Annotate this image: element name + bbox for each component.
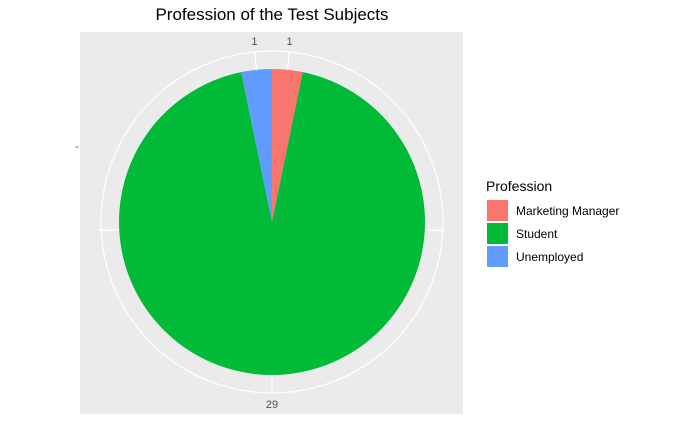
legend-key-student xyxy=(487,223,508,244)
pie-slice-marketing-manager xyxy=(272,69,303,222)
count-label-unemployed: 1 xyxy=(251,36,257,48)
legend-label-unemployed: Unemployed xyxy=(516,250,583,264)
y-axis-tick-label: - xyxy=(75,141,79,153)
legend: Profession Marketing Manager Student Unemp… xyxy=(486,178,619,267)
legend-label-marketing-manager: Marketing Manager xyxy=(516,204,619,218)
count-tick-unemployed xyxy=(254,51,258,70)
count-ticks: 1 29 1 xyxy=(251,36,292,411)
chart-title: Profession of the Test Subjects xyxy=(155,5,388,24)
pie-slices xyxy=(119,69,426,376)
legend-key-marketing-manager xyxy=(487,200,508,221)
count-label-marketing-manager: 1 xyxy=(287,36,293,48)
legend-key-unemployed xyxy=(487,246,508,267)
legend-label-student: Student xyxy=(516,227,558,241)
count-label-student: 29 xyxy=(266,399,278,411)
count-tick-marketing-manager xyxy=(286,51,290,70)
legend-title: Profession xyxy=(486,178,552,194)
pie-slice-unemployed xyxy=(241,69,272,222)
legend-items: Marketing Manager Student Unemployed xyxy=(487,200,619,267)
pie-slice-student xyxy=(119,72,426,376)
